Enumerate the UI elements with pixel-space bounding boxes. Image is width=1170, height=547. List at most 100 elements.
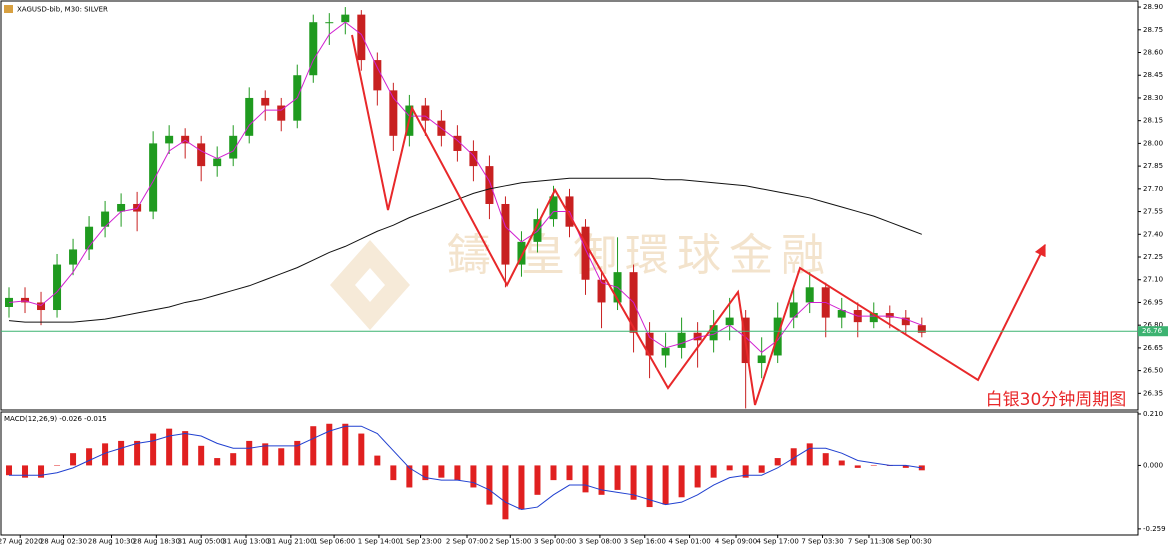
candle-body — [101, 211, 110, 227]
y-tick-label: 26.95 — [1143, 298, 1163, 306]
candle-body — [261, 97, 270, 106]
candle-body — [37, 302, 46, 311]
macd-bar — [150, 433, 157, 466]
y-tick-label: 28.60 — [1143, 49, 1163, 57]
candle-body — [357, 14, 366, 61]
macd-bar — [390, 465, 397, 481]
y-tick-label: 26.50 — [1143, 367, 1163, 375]
y-tick-label: 27.40 — [1143, 230, 1163, 238]
candle-body — [837, 310, 846, 318]
y-tick-label: 28.30 — [1143, 94, 1163, 102]
macd-bar — [870, 465, 877, 466]
candle-body — [693, 332, 702, 341]
candle-body — [469, 150, 478, 167]
x-tick-label: 31 Aug 13:00 — [222, 538, 269, 546]
macd-bar — [790, 448, 797, 466]
candle-body — [485, 166, 494, 204]
macd-bar — [438, 465, 445, 478]
macd-bar — [646, 465, 653, 508]
macd-bar — [278, 448, 285, 466]
macd-bar — [134, 440, 141, 466]
macd-bar — [310, 426, 317, 466]
macd-bar — [214, 458, 221, 466]
candle-body — [517, 241, 526, 265]
x-tick-label: 7 Sep 03:30 — [801, 538, 843, 546]
candle-body — [453, 135, 462, 151]
y-tick-label: 27.55 — [1143, 208, 1163, 216]
main-panel-frame — [0, 0, 1139, 411]
y-tick-label: 28.75 — [1143, 26, 1163, 34]
candle-body — [389, 90, 398, 136]
macd-bar — [22, 465, 29, 478]
x-tick-label: 3 Sep 00:00 — [534, 538, 576, 546]
candle-body — [917, 325, 926, 333]
candle-body — [341, 14, 350, 23]
macd-bar — [630, 465, 637, 500]
macd-bar — [502, 465, 509, 520]
macd-bar — [54, 465, 61, 466]
y-tick-label: 26.35 — [1143, 389, 1163, 397]
x-tick-label: 2 Sep 07:00 — [446, 538, 488, 546]
candle-body — [165, 135, 174, 144]
macd-bar — [726, 465, 733, 471]
y-tick-label: 26.80 — [1143, 321, 1163, 329]
macd-bar — [806, 443, 813, 466]
x-tick-label: 3 Sep 08:00 — [579, 538, 621, 546]
watermark-logo — [330, 240, 410, 330]
y-tick-label: 28.00 — [1143, 139, 1163, 147]
macd-title: MACD(12,26,9) -0.026 -0.015 — [4, 415, 107, 423]
macd-bar — [198, 445, 205, 466]
macd-bar — [118, 440, 125, 466]
macd-bar — [678, 465, 685, 498]
macd-bar — [358, 433, 365, 466]
x-tick-label: 28 Aug 18:30 — [133, 538, 180, 546]
macd-bar — [902, 465, 909, 468]
macd-bar — [534, 465, 541, 495]
macd-bar — [326, 423, 333, 466]
x-tick-label: 1 Sep 23:00 — [399, 538, 441, 546]
macd-bar — [6, 465, 13, 476]
y-tick-label: 28.90 — [1143, 3, 1163, 11]
macd-bar — [614, 465, 621, 490]
y-tick-label: 28.45 — [1143, 71, 1163, 79]
macd-bar — [342, 423, 349, 466]
macd-bar — [102, 443, 109, 466]
candle-body — [725, 317, 734, 326]
symbol-icon — [4, 5, 13, 13]
macd-bar — [406, 465, 413, 488]
candle-body — [117, 203, 126, 212]
macd-bar — [294, 440, 301, 466]
macd-panel-frame — [0, 411, 1139, 536]
x-tick-label: 4 Sep 09:00 — [715, 538, 757, 546]
macd-bar — [598, 465, 605, 495]
macd-bar — [454, 465, 461, 481]
x-tick-label: 27 Aug 2020 — [0, 538, 43, 546]
candle-body — [677, 332, 686, 348]
candle-body — [789, 302, 798, 318]
x-tick-label: 8 Sep 00:30 — [889, 538, 931, 546]
x-tick-label: 28 Aug 10:30 — [88, 538, 135, 546]
candle-body — [597, 279, 606, 303]
indicator-line — [9, 425, 922, 511]
indicator-line — [8, 21, 922, 354]
candle-body — [645, 332, 654, 356]
candle-body — [549, 196, 558, 220]
candle-body — [709, 325, 718, 341]
candle-body — [885, 313, 894, 318]
candle-body — [501, 203, 510, 265]
x-tick-label: 31 Aug 05:00 — [178, 538, 225, 546]
candle-body — [869, 313, 878, 323]
last-price-label: 26.76 — [1142, 327, 1163, 335]
macd-bar — [710, 465, 717, 478]
candle-body — [229, 135, 238, 159]
x-tick-label: 4 Sep 01:00 — [668, 538, 710, 546]
macd-bar — [662, 465, 669, 505]
candle-body — [277, 105, 286, 121]
last-price-box — [1138, 326, 1168, 337]
y-tick-label: 0.210 — [1143, 410, 1163, 418]
macd-bar — [422, 465, 429, 481]
x-tick-label: 7 Sep 11:30 — [848, 538, 890, 546]
candle-body — [309, 22, 318, 76]
y-tick-label: 27.10 — [1143, 276, 1163, 284]
